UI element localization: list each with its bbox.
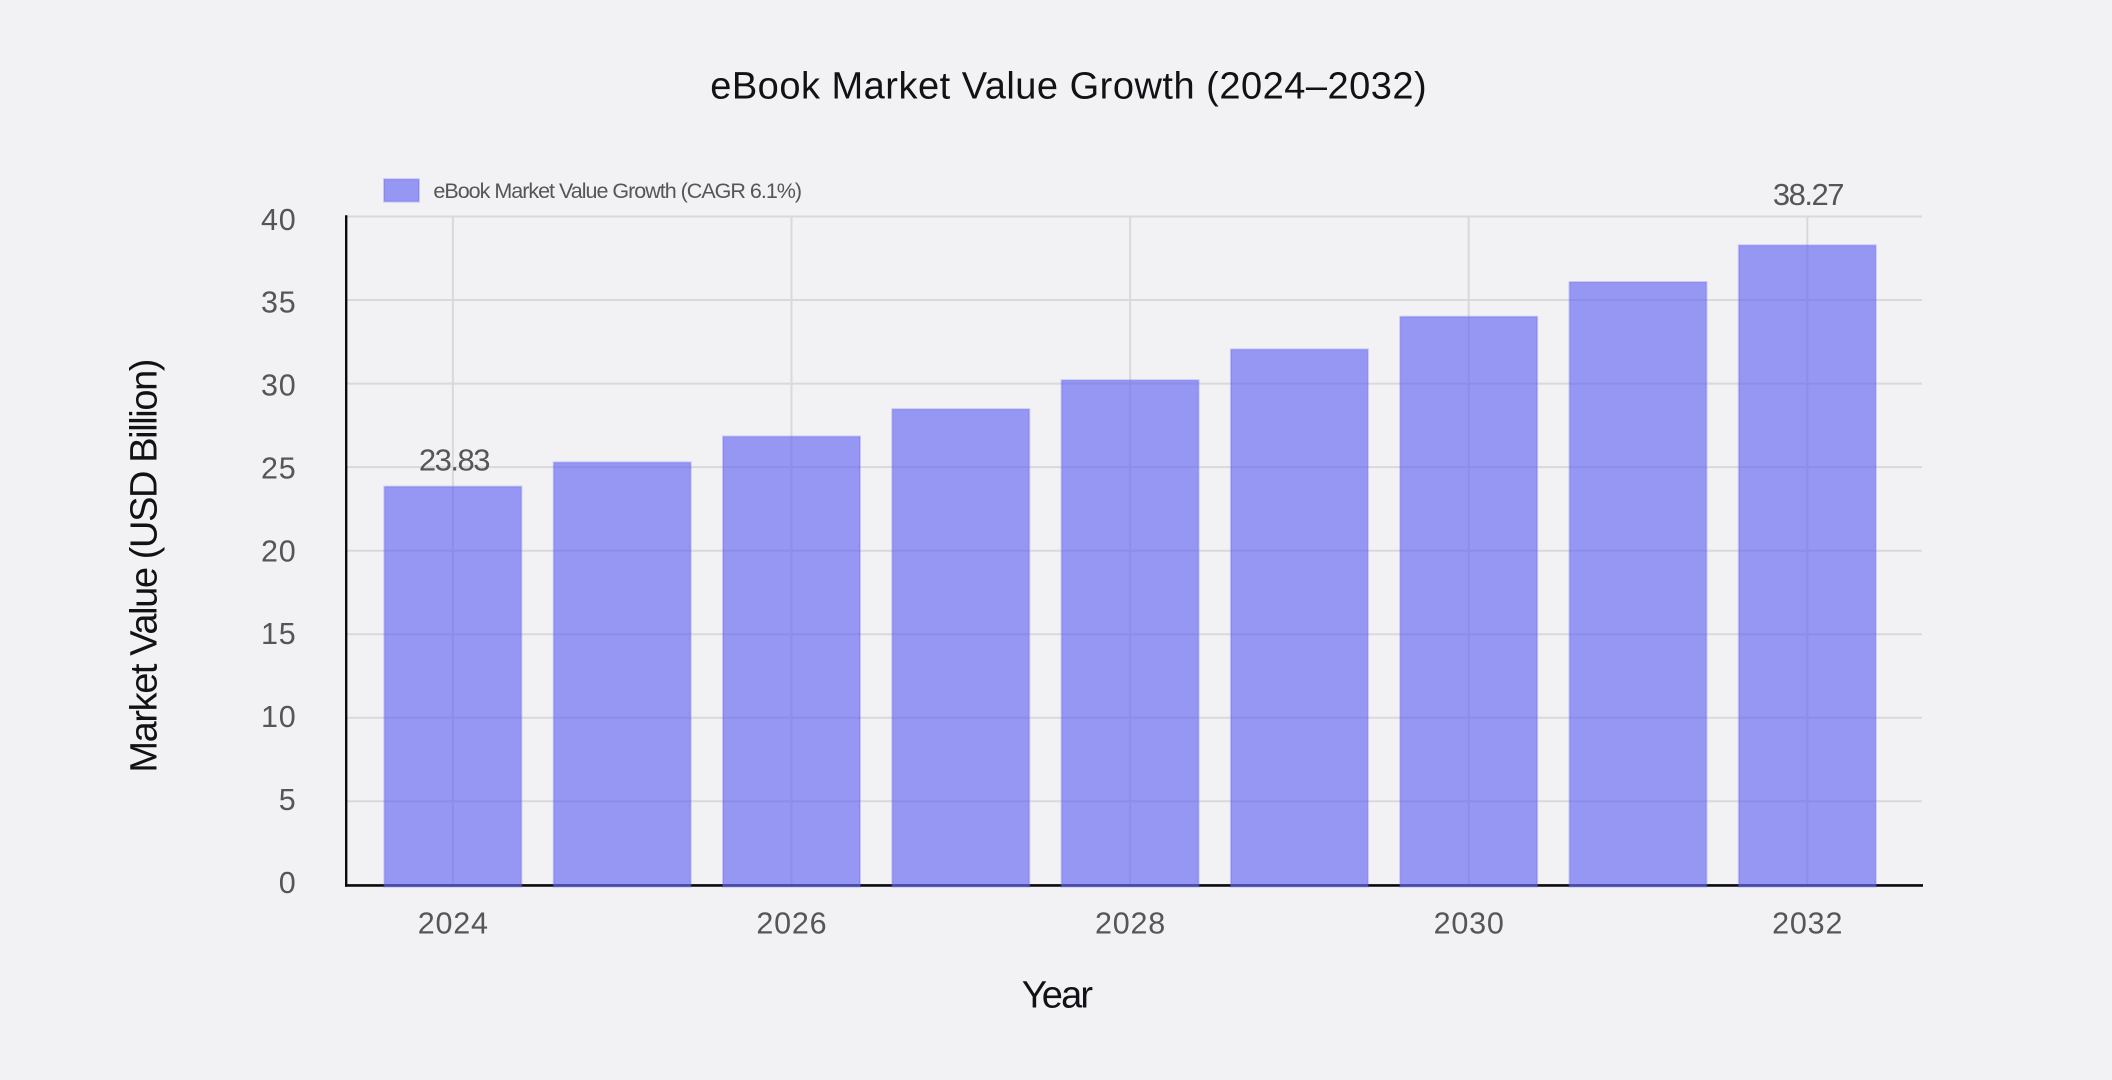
svg-text:40: 40 [261, 203, 297, 237]
svg-text:25: 25 [261, 451, 297, 485]
svg-text:eBook Market Value Growth (202: eBook Market Value Growth (2024–2032) [710, 66, 1427, 108]
svg-text:5: 5 [279, 783, 297, 817]
svg-text:10: 10 [261, 700, 297, 734]
svg-text:23.83: 23.83 [419, 443, 489, 478]
svg-text:2028: 2028 [1095, 907, 1166, 941]
svg-text:2032: 2032 [1772, 907, 1843, 941]
svg-text:Market Value (USD Billion): Market Value (USD Billion) [124, 360, 166, 773]
svg-text:eBook Market Value Growth (CAG: eBook Market Value Growth (CAGR 6.1%) [433, 179, 801, 203]
svg-text:15: 15 [261, 617, 297, 651]
svg-text:35: 35 [261, 286, 297, 320]
svg-text:0: 0 [279, 866, 297, 900]
svg-text:20: 20 [261, 534, 297, 568]
svg-text:2026: 2026 [756, 907, 827, 941]
svg-text:2024: 2024 [418, 907, 489, 941]
svg-text:Year: Year [1022, 975, 1094, 1017]
svg-text:38.27: 38.27 [1773, 177, 1843, 212]
svg-text:2030: 2030 [1434, 907, 1505, 941]
svg-text:30: 30 [261, 369, 297, 403]
